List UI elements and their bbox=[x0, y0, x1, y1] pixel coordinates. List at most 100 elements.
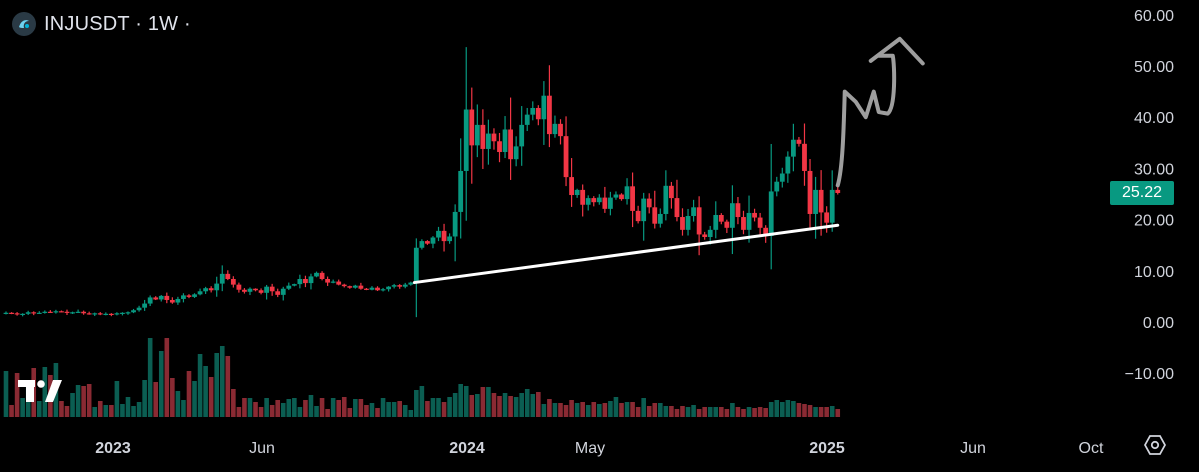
volume-bar bbox=[635, 407, 641, 417]
volume-bar bbox=[829, 406, 835, 417]
price-axis-tick: −10.00 bbox=[1125, 366, 1174, 383]
volume-bar bbox=[480, 387, 486, 417]
candle-body bbox=[619, 194, 624, 200]
candle-body bbox=[474, 124, 480, 146]
candle-body bbox=[469, 109, 475, 146]
candle-body bbox=[303, 278, 308, 284]
volume-bar bbox=[580, 402, 585, 417]
candle-body bbox=[86, 313, 92, 315]
price-axis-tick: 50.00 bbox=[1134, 59, 1174, 76]
volume-bar bbox=[120, 404, 125, 417]
candle-body bbox=[325, 278, 331, 283]
volume-bar bbox=[153, 382, 159, 417]
time-axis-tick: Oct bbox=[1079, 440, 1104, 457]
candle-body bbox=[458, 170, 464, 212]
candle-body bbox=[835, 189, 841, 193]
candle-body bbox=[729, 203, 735, 228]
volume-bar bbox=[691, 405, 696, 417]
volume-bar bbox=[597, 404, 602, 417]
volume-bar bbox=[9, 405, 14, 417]
volume-bar bbox=[297, 407, 303, 417]
tradingview-logo-icon[interactable] bbox=[18, 378, 62, 409]
volume-bar bbox=[536, 392, 541, 417]
price-axis[interactable]: 60.00 50.00 40.00 30.00 20.00 10.00 0.00 −10.00 bbox=[1125, 8, 1174, 383]
volume-bar bbox=[275, 400, 281, 417]
candle-body bbox=[807, 170, 813, 214]
volume-bars bbox=[3, 338, 841, 417]
candle-body bbox=[330, 281, 336, 283]
volume-bar bbox=[242, 398, 247, 417]
candle-body bbox=[369, 287, 375, 290]
price-axis-tick: 20.00 bbox=[1134, 213, 1174, 230]
candle-body bbox=[136, 307, 142, 311]
volume-bar bbox=[730, 403, 735, 417]
candle-body bbox=[391, 285, 397, 287]
candle-body bbox=[746, 212, 752, 230]
volume-bar bbox=[358, 399, 364, 417]
candle-body bbox=[380, 289, 386, 291]
chart-settings-icon[interactable] bbox=[1143, 434, 1167, 461]
candle-body bbox=[53, 311, 59, 313]
candle-body bbox=[208, 288, 214, 291]
support-trendline bbox=[412, 223, 840, 285]
candle-body bbox=[242, 289, 247, 292]
volume-bar bbox=[752, 408, 757, 417]
volume-bar bbox=[292, 398, 297, 417]
volume-bar bbox=[147, 338, 153, 417]
price-axis-tick: 10.00 bbox=[1134, 264, 1174, 281]
candle-body bbox=[114, 313, 120, 315]
volume-bar bbox=[425, 401, 430, 417]
candle-body bbox=[569, 177, 574, 196]
time-axis-tick: 2024 bbox=[449, 440, 485, 457]
candle-body bbox=[646, 198, 652, 208]
candle-body bbox=[535, 107, 541, 120]
candle-body bbox=[352, 285, 358, 288]
candle-body bbox=[674, 198, 680, 218]
candle-body bbox=[785, 156, 791, 174]
candle-body bbox=[419, 241, 425, 248]
volume-bar bbox=[319, 398, 325, 417]
candle-body bbox=[519, 124, 525, 147]
candle-body bbox=[580, 189, 586, 205]
candle-body bbox=[829, 189, 835, 223]
time-axis[interactable]: 2023 Jun 2024 May 2025 Jun Oct bbox=[95, 440, 1104, 457]
volume-bar bbox=[64, 406, 70, 417]
volume-bar bbox=[280, 403, 286, 417]
candle-body bbox=[602, 197, 608, 209]
candle-body bbox=[813, 189, 818, 214]
candle-body bbox=[735, 203, 741, 218]
candle-body bbox=[530, 107, 536, 115]
volume-bar bbox=[269, 405, 275, 417]
time-axis-tick: 2023 bbox=[95, 440, 131, 457]
candle-body bbox=[763, 227, 769, 236]
volume-bar bbox=[408, 410, 414, 417]
volume-bar bbox=[763, 408, 768, 417]
volume-bar bbox=[70, 393, 75, 417]
volume-bar bbox=[702, 407, 707, 417]
volume-bar bbox=[452, 393, 458, 417]
volume-bar bbox=[441, 402, 447, 417]
candle-body bbox=[253, 288, 258, 291]
candle-body bbox=[169, 299, 175, 303]
candle-body bbox=[413, 247, 419, 283]
injective-logo-icon bbox=[12, 12, 36, 36]
symbol-title[interactable]: INJUSDT · 1W · bbox=[44, 12, 191, 35]
volume-bar bbox=[602, 403, 608, 417]
candle-body bbox=[386, 286, 392, 290]
candle-body bbox=[768, 191, 774, 236]
candle-body bbox=[718, 214, 724, 222]
candle-body bbox=[153, 297, 159, 300]
candle-body bbox=[25, 312, 31, 314]
volume-bar bbox=[353, 399, 358, 417]
candle-body bbox=[375, 287, 380, 291]
volume-bar bbox=[619, 403, 624, 417]
candle-body bbox=[685, 216, 691, 230]
volume-bar bbox=[658, 403, 663, 417]
candle-body bbox=[314, 272, 319, 277]
candle-body bbox=[430, 237, 436, 244]
volume-bar bbox=[197, 354, 203, 417]
volume-bar bbox=[264, 398, 269, 417]
candle-body bbox=[425, 241, 430, 244]
candle-body bbox=[624, 186, 630, 200]
